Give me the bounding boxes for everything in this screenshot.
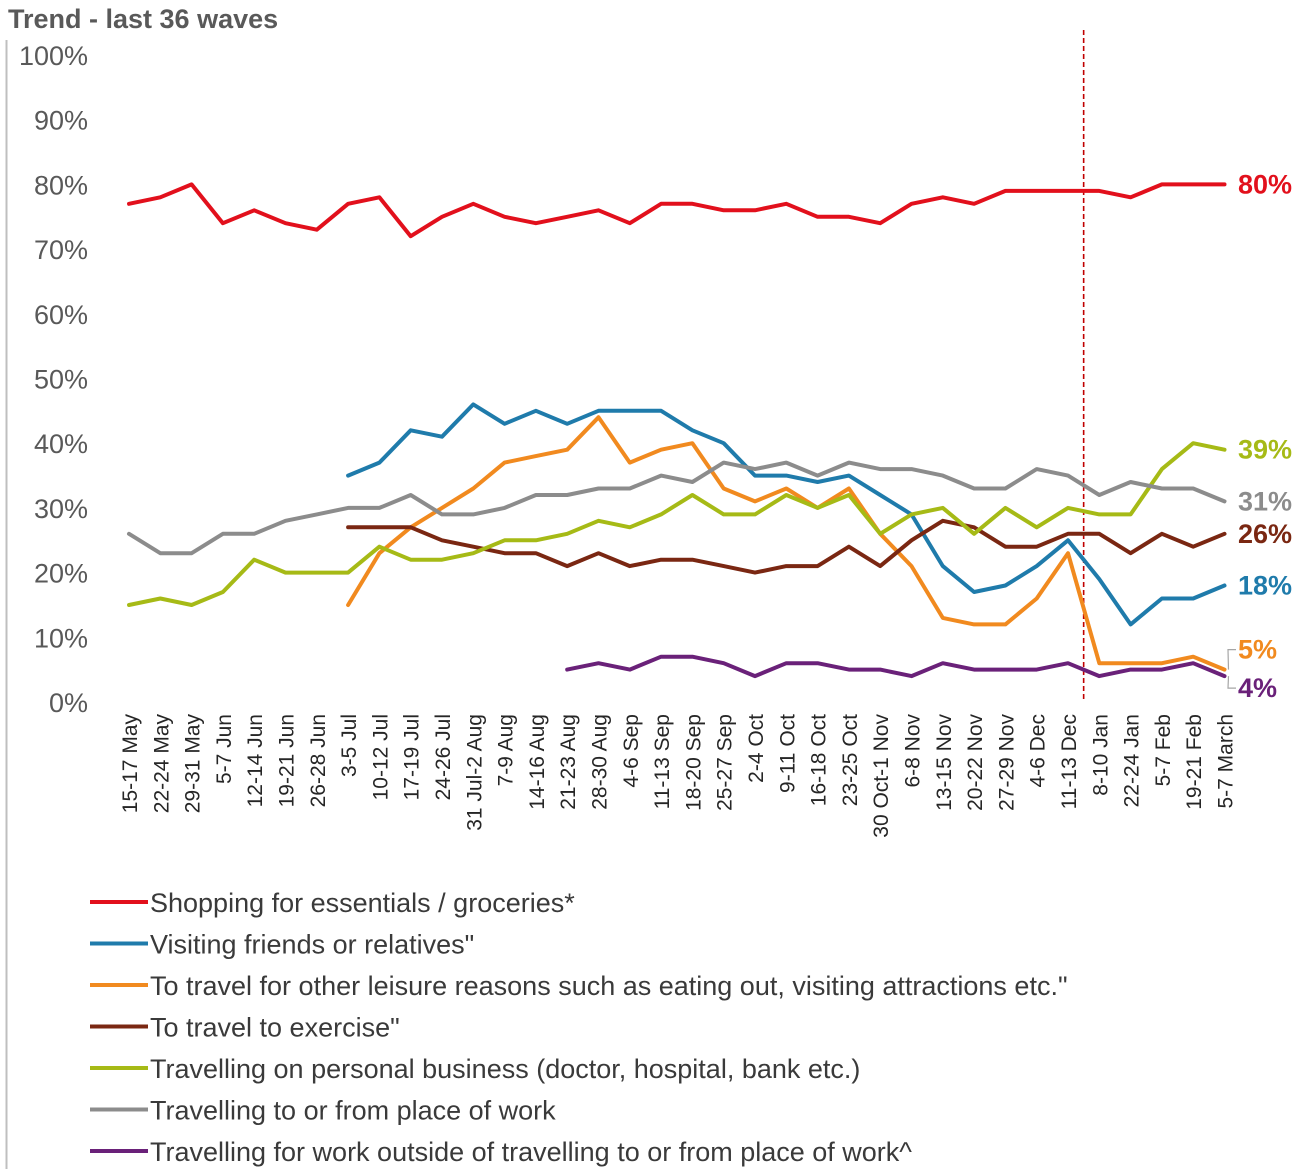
x-tick-label: 11-13 Dec	[1058, 714, 1081, 809]
series-line-5	[127, 460, 1227, 556]
x-tick-label: 24-26 Jul	[432, 714, 455, 800]
x-tick-label: 18-20 Sep	[682, 714, 705, 811]
legend-label: Visiting friends or relatives"	[150, 930, 474, 960]
y-tick-label: 90%	[34, 106, 88, 136]
y-axis: 0% 10% 20% 30% 40% 50% 60% 70% 80% 90% 100%	[19, 41, 88, 718]
series-line-6	[565, 654, 1227, 679]
x-tick-label: 6-8 Nov	[902, 714, 925, 788]
series-lines	[127, 182, 1227, 679]
x-tick-label: 2-4 Oct	[745, 714, 768, 783]
legend-label: Shopping for essentials / groceries*	[150, 888, 575, 918]
x-tick-label: 20-22 Nov	[964, 714, 987, 811]
label-connector	[1227, 676, 1236, 689]
series-line-3	[346, 518, 1227, 575]
x-tick-label: 10-12 Jul	[369, 714, 392, 800]
x-tick-label: 19-21 Jun	[276, 714, 299, 807]
legend: Shopping for essentials / groceries* Visi…	[90, 888, 1068, 1167]
legend-label: Travelling on personal business (doctor,…	[150, 1054, 860, 1084]
x-tick-label: 8-10 Jan	[1089, 714, 1112, 796]
end-label: 18%	[1238, 571, 1292, 601]
x-tick-label: 29-31 May	[182, 714, 205, 814]
x-tick-label: 5-7 March	[1215, 714, 1238, 809]
series-line-0	[127, 182, 1227, 239]
x-tick-label: 5-7 Jun	[213, 714, 236, 784]
x-axis: 15-17 May 22-24 May 29-31 May 5-7 Jun 12-14 …	[119, 714, 1238, 838]
end-label: 4%	[1238, 673, 1277, 703]
x-tick-label: 4-6 Sep	[620, 714, 643, 788]
x-tick-label: 25-27 Sep	[714, 714, 737, 811]
end-label: 80%	[1238, 169, 1292, 199]
x-tick-label: 14-16 Aug	[526, 714, 549, 810]
x-tick-label: 22-24 Jan	[1121, 714, 1144, 807]
x-tick-label: 5-7 Feb	[1152, 714, 1175, 786]
x-tick-label: 17-19 Jul	[401, 714, 424, 800]
end-labels: 80% 18% 5% 26% 39% 31% 4%	[1227, 169, 1292, 703]
y-tick-label: 0%	[49, 688, 88, 718]
end-label: 39%	[1238, 435, 1292, 465]
x-tick-label: 27-29 Nov	[995, 714, 1018, 811]
end-label: 31%	[1238, 486, 1292, 516]
x-tick-label: 19-21 Feb	[1183, 714, 1206, 810]
x-tick-label: 9-11 Oct	[776, 714, 799, 793]
x-tick-label: 13-15 Nov	[933, 714, 956, 811]
series-line-1	[346, 402, 1227, 627]
x-tick-label: 22-24 May	[150, 714, 173, 814]
y-tick-label: 40%	[34, 429, 88, 459]
chart-title: Trend - last 36 waves	[8, 4, 278, 34]
x-tick-label: 23-25 Oct	[839, 714, 862, 806]
legend-label: Travelling to or from place of work	[150, 1096, 556, 1126]
series-line-4	[127, 441, 1227, 607]
x-tick-label: 4-6 Dec	[1027, 714, 1050, 788]
x-tick-label: 15-17 May	[119, 714, 142, 814]
label-connector	[1227, 649, 1236, 670]
y-tick-label: 80%	[34, 170, 88, 200]
legend-label: To travel for other leisure reasons such…	[150, 971, 1068, 1001]
y-tick-label: 10%	[34, 623, 88, 653]
x-tick-label: 21-23 Aug	[557, 714, 580, 810]
x-tick-label: 7-9 Aug	[495, 714, 518, 786]
legend-label: To travel to exercise"	[150, 1013, 400, 1043]
y-tick-label: 30%	[34, 494, 88, 524]
end-label: 5%	[1238, 635, 1277, 665]
x-tick-label: 26-28 Jun	[307, 714, 330, 807]
y-tick-label: 100%	[19, 41, 88, 71]
x-tick-label: 11-13 Sep	[651, 714, 674, 809]
y-tick-label: 50%	[34, 365, 88, 395]
x-tick-label: 31 Jul-2 Aug	[463, 714, 486, 831]
x-tick-label: 30 Oct-1 Nov	[870, 714, 893, 838]
end-label: 26%	[1238, 519, 1292, 549]
legend-label: Travelling for work outside of travellin…	[150, 1137, 912, 1167]
y-tick-label: 60%	[34, 300, 88, 330]
x-tick-label: 12-14 Jun	[244, 714, 267, 807]
series-line-2	[346, 415, 1227, 672]
x-tick-label: 16-18 Oct	[808, 714, 831, 806]
x-tick-label: 28-30 Aug	[589, 714, 612, 810]
y-tick-label: 70%	[34, 235, 88, 265]
y-tick-label: 20%	[34, 559, 88, 589]
x-tick-label: 3-5 Jul	[338, 714, 361, 777]
